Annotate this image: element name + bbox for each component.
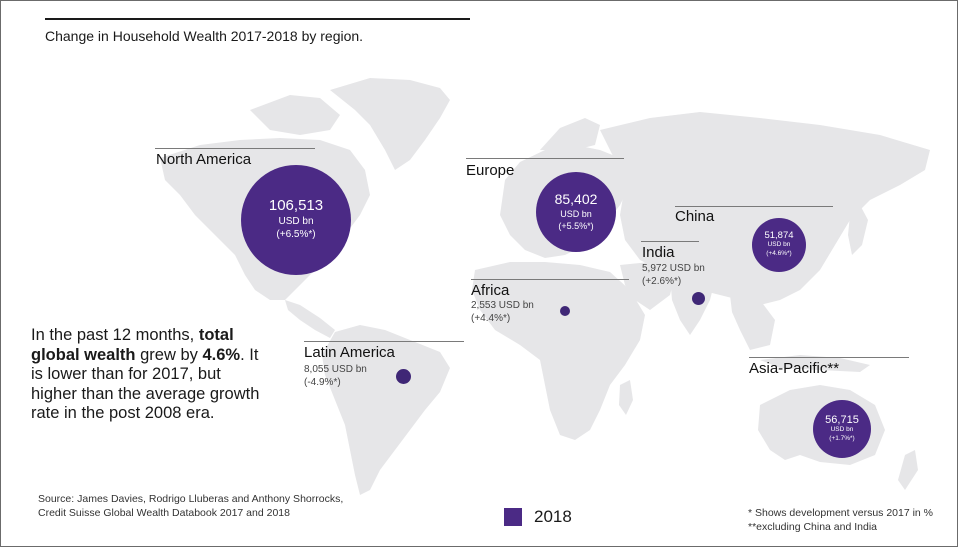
north-america-bubble[interactable]: 106,513 USD bn (+6.5%*) [241,165,351,275]
china-leader [675,206,833,207]
china-bubble[interactable]: 51,874 USD bn (+4.6%*) [752,218,806,272]
title-rule [45,18,470,20]
africa-label: Africa [471,282,510,299]
india-value: 5,972 USD bn [642,263,705,274]
land-arabia [620,262,675,310]
latin-america-bubble[interactable] [396,369,411,384]
land-central-america [285,300,335,338]
land-indonesia [760,355,870,372]
asia-pacific-change: (+1.7%*) [829,435,855,443]
summary-bold-2: 4.6% [202,345,241,364]
footnotes: * Shows development versus 2017 in % **e… [748,506,933,534]
china-label: China [675,208,715,225]
asia-pacific-units: USD bn [830,426,854,434]
land-scandinavia [540,118,600,150]
asia-pacific-value: 56,715 [825,414,859,427]
europe-bubble[interactable]: 85,402 USD bn (+5.5%*) [536,172,616,252]
china-units: USD bn [767,241,791,249]
page-title: Change in Household Wealth 2017-2018 by … [45,28,364,44]
europe-label: Europe [466,162,515,179]
africa-bubble[interactable] [560,306,570,316]
africa-value: 2,553 USD bn [471,300,534,311]
summary-text: In the past 12 months, total global weal… [31,326,271,424]
europe-value: 85,402 [554,191,598,208]
north-america-value: 106,513 [268,197,324,215]
latin-america-leader [304,341,464,342]
land-africa [472,262,645,440]
china-value: 51,874 [764,230,794,242]
land-southeast-asia [730,295,775,350]
summary-part-3: . It is lower than for 2017, but higher … [31,345,260,423]
latin-america-change: (-4.9%*) [304,377,341,388]
asia-pacific-bubble[interactable]: 56,715 USD bn (+1.7%*) [813,400,871,458]
europe-change: (+5.5%*) [558,220,594,231]
footnote-1: * Shows development versus 2017 in % [748,507,934,519]
north-america-leader [155,148,315,149]
asia-pacific-label: Asia-Pacific** [749,360,840,377]
north-america-change: (+6.5%*) [276,229,316,241]
china-change: (+4.6%*) [766,250,792,258]
latin-america-label: Latin America [304,344,395,361]
land-japan [848,205,868,255]
source-citation: Source: James Davies, Rodrigo Lluberas a… [38,492,343,520]
land-asia [600,112,930,305]
land-south-america [322,325,450,495]
latin-america-value: 8,055 USD bn [304,364,367,375]
india-change: (+2.6%*) [642,276,682,287]
europe-leader [466,158,624,159]
africa-change: (+4.4%*) [471,313,511,324]
land-madagascar [619,380,633,415]
legend-label: 2018 [534,507,572,526]
africa-leader [471,279,629,280]
source-line-2: Credit Suisse Global Wealth Databook 201… [38,507,290,519]
india-bubble[interactable] [692,292,705,305]
india-leader [641,241,699,242]
summary-part-1: In the past 12 months, [31,326,199,344]
land-arctic-islands [250,95,340,135]
europe-units: USD bn [560,208,592,219]
north-america-label: North America [156,151,252,168]
india-label: India [642,244,675,261]
asia-pacific-leader [749,357,909,358]
summary-part-2: grew by [135,345,203,364]
source-line-1: Source: James Davies, Rodrigo Lluberas a… [38,493,344,505]
summary-bold-1: total global wealth [31,326,234,364]
north-america-units: USD bn [278,215,314,227]
land-new-zealand [898,450,918,490]
land-greenland [330,78,450,170]
footnote-2: **excluding China and India [748,521,878,533]
legend-swatch [504,508,522,526]
